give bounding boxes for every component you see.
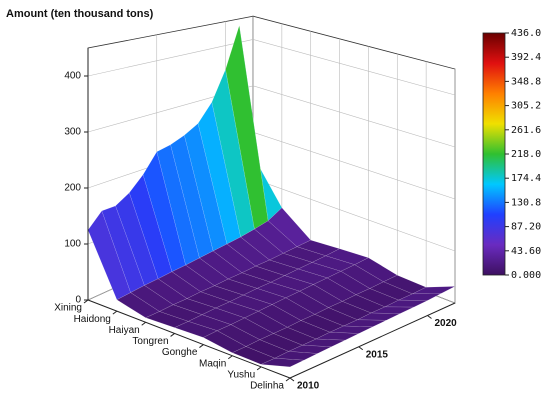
tick-mark	[170, 333, 175, 337]
colorbar-label: 130.8	[511, 197, 541, 208]
surface-cell	[384, 299, 428, 308]
z-tick-label: 400	[64, 71, 81, 82]
tick-mark	[227, 355, 233, 360]
tick-mark	[256, 366, 262, 371]
surface-cell	[260, 357, 305, 368]
category-label: Haiyan	[109, 325, 140, 336]
colorbar-label: 0.000	[511, 270, 541, 281]
colorbar-label: 436.0	[511, 28, 541, 39]
z-tick-label: 300	[64, 127, 81, 138]
category-axis	[87, 299, 291, 379]
z-tick-label: 0	[75, 295, 81, 306]
tick-mark	[83, 299, 89, 304]
colorbar-label: 348.8	[511, 76, 541, 87]
year-label: 2010	[297, 381, 320, 392]
category-label: Tongren	[132, 336, 168, 347]
colorbar-label: 392.4	[511, 52, 541, 63]
colorbar-label: 261.6	[511, 125, 541, 136]
category-label: Yushu	[227, 369, 255, 380]
surface-cell	[370, 306, 414, 314]
year-label: 2015	[366, 349, 389, 360]
category-label: Gonghe	[162, 347, 198, 358]
colorbar-label: 305.2	[511, 101, 541, 112]
colorbar-label: 87.20	[511, 222, 541, 233]
year-label: 2020	[435, 318, 458, 329]
tick-mark	[199, 344, 204, 348]
category-label: Maqin	[199, 358, 226, 369]
category-label: Delinha	[250, 381, 284, 392]
category-label: Xining	[54, 303, 82, 314]
tick-mark	[285, 377, 291, 382]
colorbar	[482, 32, 506, 276]
surface-cell	[288, 344, 333, 354]
axis-title: Amount (ten thousand tons)	[6, 8, 154, 20]
z-tick-label: 200	[64, 183, 81, 194]
tick-mark	[427, 315, 432, 319]
category-label: Haidong	[74, 314, 111, 325]
colorbar-label: 43.60	[511, 246, 541, 257]
colorbar-label: 174.4	[511, 173, 541, 184]
tick-mark	[358, 346, 364, 351]
colorbar-label: 218.0	[511, 149, 541, 160]
z-tick-label: 100	[64, 239, 81, 250]
tick-mark	[112, 310, 118, 315]
tick-mark	[141, 321, 147, 326]
surface-cell	[412, 286, 456, 295]
tick-mark	[289, 377, 295, 382]
